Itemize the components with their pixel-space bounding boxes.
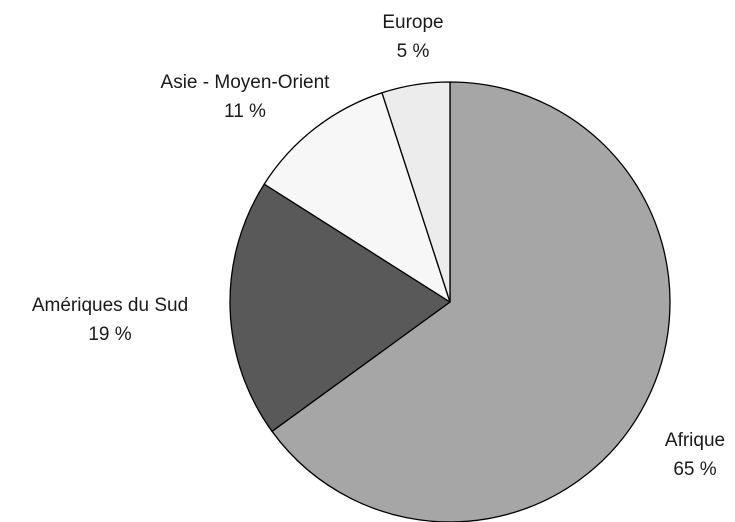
slice-label: Asie - Moyen-Orient: [161, 72, 331, 93]
slice-label: Europe: [382, 12, 443, 33]
slice-value-label: 11 %: [224, 101, 266, 122]
pie-slice: [263, 92, 451, 303]
slice-value-label: 5 %: [397, 41, 430, 62]
pie-slice: [381, 81, 451, 303]
pie-slice: [271, 81, 671, 522]
pie-slice: [229, 183, 451, 432]
slice-label: Amériques du Sud: [32, 295, 188, 316]
slice-value-label: 19 %: [88, 324, 131, 345]
slice-label: Afrique: [665, 430, 725, 451]
slice-value-label: 65 %: [673, 459, 716, 480]
